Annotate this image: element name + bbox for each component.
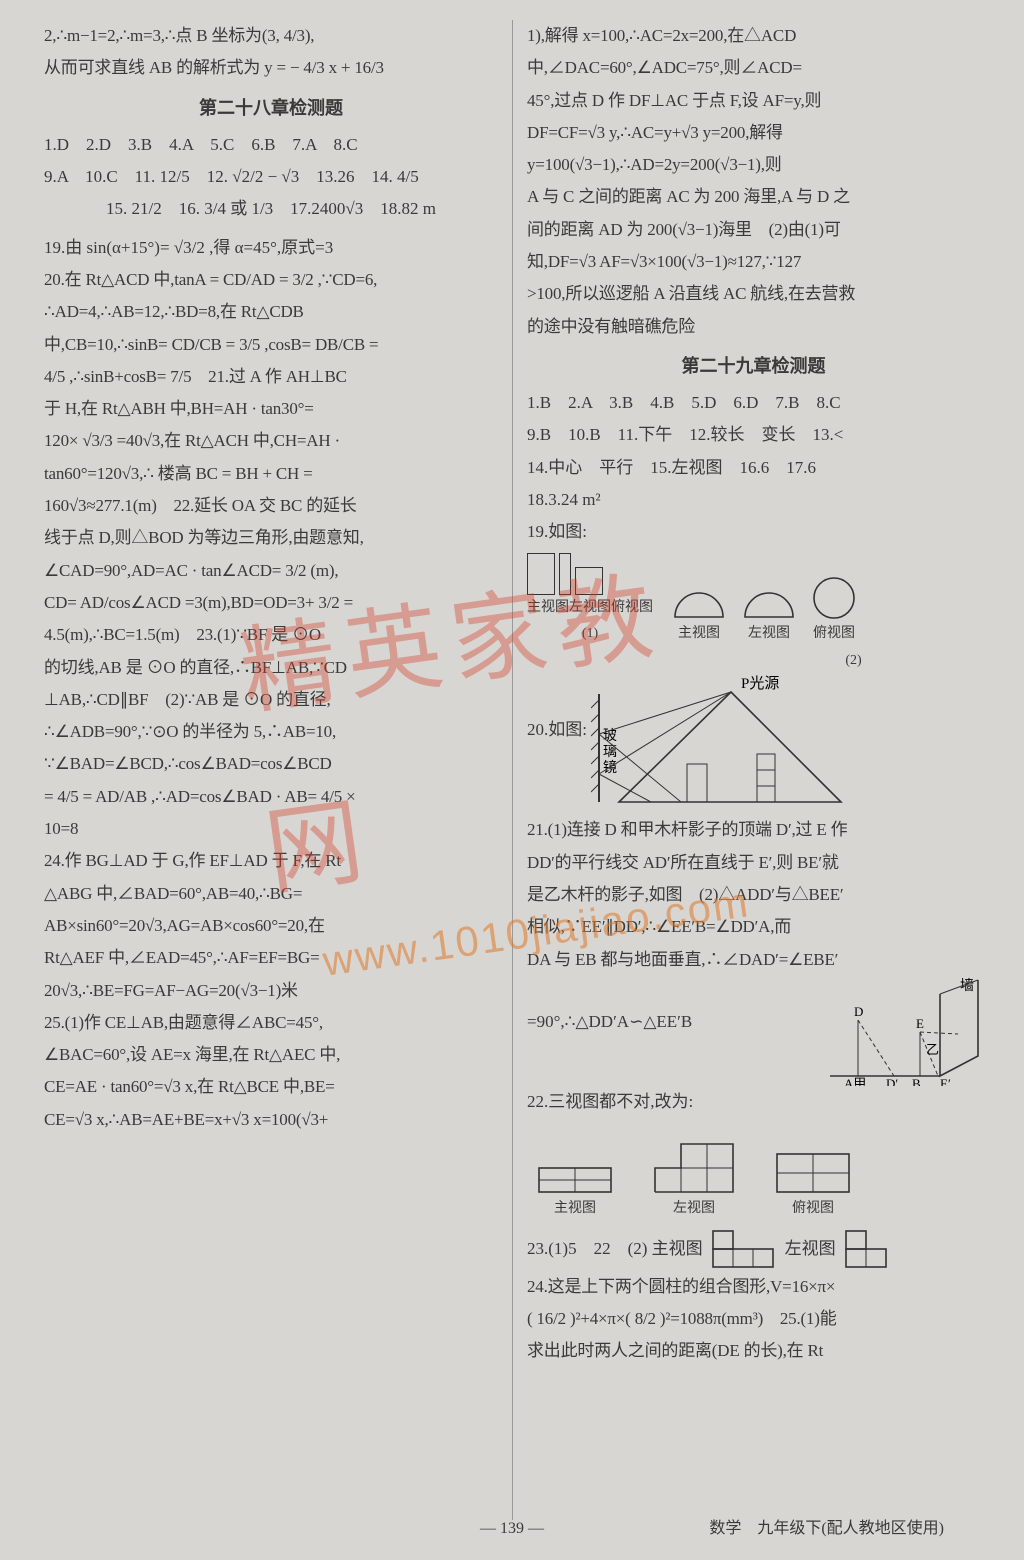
- ch29-q20-label: 20.如图:: [527, 674, 587, 746]
- fig22-left-icon: [649, 1122, 739, 1196]
- chapter29-heading: 第二十九章检测题: [527, 349, 980, 383]
- fig19-label-main: 主视图: [527, 600, 569, 615]
- svg-text:D: D: [854, 1004, 863, 1019]
- fig19-2-main: 主视图: [671, 621, 727, 648]
- fig22-top-icon: [773, 1142, 853, 1196]
- footer-right: 数学 九年级下(配人教地区使用): [709, 1514, 944, 1544]
- ch28-answers-row2: 9.A 10.C 11. 12/5 12. √2/2 − √3 13.26 14…: [44, 161, 498, 193]
- circle-icon: [811, 575, 857, 621]
- fig23-left-label: 左视图: [785, 1233, 836, 1265]
- svg-text:E: E: [916, 1016, 924, 1031]
- svg-text:璃: 璃: [603, 743, 617, 760]
- ch28-q24: 24.作 BG⊥AD 于 G,作 EF⊥AD 于 F,在 Rt △ABG 中,∠…: [44, 845, 498, 1006]
- ch28-q19: 19.由 sin(α+15°)= √3/2 ,得 α=45°,原式=3: [44, 232, 498, 264]
- ch29-answers-row4: 18.3.24 m²: [527, 484, 980, 516]
- ch29-answers-row3: 14.中心 平行 15.左视图 16.6 17.6: [527, 452, 980, 484]
- page: 2,∴m−1=2,∴m=3,∴点 B 坐标为(3, 4/3), 从而可求直线 A…: [38, 20, 986, 1520]
- fig19-2-left: 左视图: [741, 621, 797, 648]
- ch28-q25: 25.(1)作 CE⊥AB,由题意得∠ABC=45°, ∠BAC=60°,设 A…: [44, 1007, 498, 1136]
- fig22: 主视图 左视图 俯视图: [535, 1122, 980, 1223]
- fig21-diagram: 墙 D E A甲 D′ B E′ 乙: [820, 976, 980, 1086]
- ch29-q21b: =90°,∴△DD′A∽△EE′B: [527, 976, 820, 1038]
- fig20-row: 20.如图: P光源 玻 璃 镜: [527, 674, 980, 814]
- fig19-label-top: 俯视图: [611, 600, 653, 615]
- ch29-q23-row: 23.(1)5 22 (2) 主视图 左视图: [527, 1227, 980, 1271]
- fig22-main-icon: [535, 1142, 615, 1196]
- ch29-q24: 24.这是上下两个圆柱的组合图形,V=16×π× ( 16/2 )²+4×π×(…: [527, 1271, 980, 1368]
- fig22-left-label: 左视图: [649, 1196, 739, 1223]
- fig23-left-icon: [842, 1227, 902, 1271]
- right-pre: 1),解得 x=100,∴AC=2x=200,在△ACD 中,∠DAC=60°,…: [527, 20, 980, 343]
- ch29-q23: 23.(1)5 22 (2) 主视图: [527, 1233, 703, 1265]
- fig19-1a: 主视图左视图俯视图 (1): [527, 553, 653, 648]
- fig19-label-left: 左视图: [569, 600, 611, 615]
- fig22-top-label: 俯视图: [773, 1196, 853, 1223]
- svg-text:乙: 乙: [926, 1042, 939, 1057]
- ch28-q20-23: 20.在 Rt△ACD 中,tanA = CD/AD = 3/2 ,∵CD=6,…: [44, 264, 498, 845]
- semicircle-icon: [741, 581, 797, 621]
- svg-text:B: B: [912, 1076, 921, 1086]
- ch29-q19-label: 19.如图:: [527, 516, 980, 548]
- fig20-plabel: P光源: [741, 675, 779, 692]
- svg-text:E′: E′: [940, 1076, 951, 1086]
- chapter28-heading: 第二十八章检测题: [44, 91, 498, 125]
- svg-text:镜: 镜: [603, 760, 617, 776]
- ch29-q21: 21.(1)连接 D 和甲木杆影子的顶端 D′,过 E 作 DD′的平行线交 A…: [527, 814, 980, 975]
- fig23-main-icon: [709, 1227, 779, 1271]
- left-column: 2,∴m−1=2,∴m=3,∴点 B 坐标为(3, 4/3), 从而可求直线 A…: [38, 20, 512, 1520]
- semicircle-icon: [671, 581, 727, 621]
- fig19-caption2: (2): [727, 648, 980, 675]
- page-number: — 139 —: [480, 1520, 544, 1537]
- fig20-diagram: P光源 玻 璃 镜: [591, 674, 851, 814]
- fig19-group1: 主视图左视图俯视图 (1) 主视图 左视图 俯视图: [527, 553, 980, 648]
- fig19-2: 主视图 左视图 俯视图: [671, 575, 857, 648]
- fig19-caption1: (1): [527, 621, 653, 648]
- fig22-main-label: 主视图: [535, 1196, 615, 1223]
- ch29-q22-label: 22.三视图都不对,改为:: [527, 1086, 980, 1118]
- ch28-answers-row1: 1.D 2.D 3.B 4.A 5.C 6.B 7.A 8.C: [44, 129, 498, 161]
- q21b-row: =90°,∴△DD′A∽△EE′B 墙 D E A甲 D′ B E′ 乙: [527, 976, 980, 1086]
- right-column: 1),解得 x=100,∴AC=2x=200,在△ACD 中,∠DAC=60°,…: [512, 20, 986, 1520]
- ch29-answers-row2: 9.B 10.B 11.下午 12.较长 变长 13.<: [527, 419, 980, 451]
- ch28-answers-row3: 15. 21/2 16. 3/4 或 1/3 17.2400√3 18.82 m: [44, 193, 498, 225]
- svg-text:D′: D′: [886, 1076, 898, 1086]
- left-pre: 2,∴m−1=2,∴m=3,∴点 B 坐标为(3, 4/3), 从而可求直线 A…: [44, 20, 498, 85]
- fig19-2-top: 俯视图: [811, 621, 857, 648]
- svg-text:A甲: A甲: [844, 1076, 866, 1086]
- page-footer: — 139 — 数学 九年级下(配人教地区使用): [0, 1514, 1024, 1544]
- ch29-answers-row1: 1.B 2.A 3.B 4.B 5.D 6.D 7.B 8.C: [527, 387, 980, 419]
